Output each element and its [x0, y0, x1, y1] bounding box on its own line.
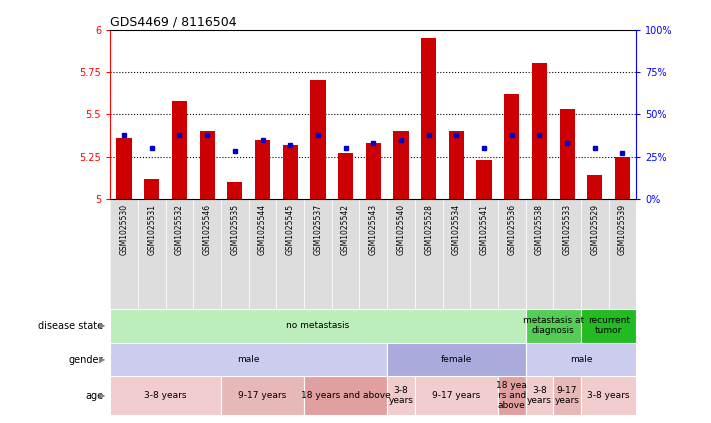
- Text: 3-8
years: 3-8 years: [388, 386, 413, 405]
- Bar: [387, 343, 525, 376]
- Bar: [415, 376, 498, 415]
- Bar: [581, 309, 636, 343]
- Bar: [338, 153, 353, 199]
- Text: GDS4469 / 8116504: GDS4469 / 8116504: [110, 16, 237, 28]
- Bar: [110, 376, 221, 415]
- Text: GSM1025535: GSM1025535: [230, 204, 240, 255]
- Text: age: age: [85, 390, 103, 401]
- Bar: [110, 343, 387, 376]
- Text: 18 yea
rs and
above: 18 yea rs and above: [496, 381, 527, 410]
- Bar: [393, 131, 409, 199]
- Text: GSM1025539: GSM1025539: [618, 204, 627, 255]
- Text: ▶: ▶: [100, 391, 106, 400]
- Bar: [228, 182, 242, 199]
- Bar: [193, 199, 221, 309]
- Bar: [504, 94, 519, 199]
- Text: 3-8 years: 3-8 years: [587, 391, 630, 400]
- Text: female: female: [441, 355, 472, 364]
- Text: GSM1025546: GSM1025546: [203, 204, 212, 255]
- Bar: [587, 175, 602, 199]
- Bar: [110, 199, 138, 309]
- Bar: [476, 160, 492, 199]
- Bar: [525, 309, 581, 343]
- Text: GSM1025545: GSM1025545: [286, 204, 294, 255]
- Bar: [532, 63, 547, 199]
- Bar: [449, 131, 464, 199]
- Text: GSM1025529: GSM1025529: [590, 204, 599, 255]
- Bar: [525, 376, 553, 415]
- Bar: [553, 199, 581, 309]
- Text: GSM1025533: GSM1025533: [562, 204, 572, 255]
- Bar: [110, 309, 525, 343]
- Bar: [310, 80, 326, 199]
- Text: GSM1025534: GSM1025534: [452, 204, 461, 255]
- Bar: [304, 376, 387, 415]
- Bar: [365, 143, 381, 199]
- Bar: [221, 376, 304, 415]
- Text: GSM1025543: GSM1025543: [369, 204, 378, 255]
- Bar: [525, 343, 636, 376]
- Text: 9-17 years: 9-17 years: [432, 391, 481, 400]
- Bar: [560, 109, 574, 199]
- Bar: [360, 199, 387, 309]
- Bar: [138, 199, 166, 309]
- Text: GSM1025540: GSM1025540: [397, 204, 405, 255]
- Text: metastasis at
diagnosis: metastasis at diagnosis: [523, 316, 584, 335]
- Text: gender: gender: [68, 354, 103, 365]
- Bar: [255, 140, 270, 199]
- Text: disease state: disease state: [38, 321, 103, 331]
- Bar: [200, 131, 215, 199]
- Bar: [277, 199, 304, 309]
- Bar: [387, 199, 415, 309]
- Text: GSM1025544: GSM1025544: [258, 204, 267, 255]
- Bar: [221, 199, 249, 309]
- Text: 9-17 years: 9-17 years: [238, 391, 287, 400]
- Text: GSM1025537: GSM1025537: [314, 204, 322, 255]
- Bar: [282, 145, 298, 199]
- Bar: [581, 199, 609, 309]
- Bar: [615, 157, 630, 199]
- Text: 18 years and above: 18 years and above: [301, 391, 390, 400]
- Text: 3-8 years: 3-8 years: [144, 391, 187, 400]
- Text: 3-8
years: 3-8 years: [527, 386, 552, 405]
- Text: GSM1025530: GSM1025530: [119, 204, 129, 255]
- Bar: [117, 138, 132, 199]
- Bar: [172, 101, 187, 199]
- Bar: [581, 376, 636, 415]
- Text: ▶: ▶: [100, 355, 106, 364]
- Bar: [498, 376, 525, 415]
- Text: male: male: [570, 355, 592, 364]
- Bar: [442, 199, 470, 309]
- Text: 9-17
years: 9-17 years: [555, 386, 579, 405]
- Bar: [525, 199, 553, 309]
- Bar: [332, 199, 360, 309]
- Text: no metastasis: no metastasis: [287, 321, 350, 330]
- Bar: [498, 199, 525, 309]
- Bar: [249, 199, 277, 309]
- Bar: [609, 199, 636, 309]
- Text: ▶: ▶: [100, 321, 106, 330]
- Text: GSM1025528: GSM1025528: [424, 204, 433, 255]
- Text: GSM1025536: GSM1025536: [507, 204, 516, 255]
- Text: male: male: [237, 355, 260, 364]
- Text: GSM1025541: GSM1025541: [479, 204, 488, 255]
- Bar: [166, 199, 193, 309]
- Text: GSM1025542: GSM1025542: [341, 204, 350, 255]
- Bar: [387, 376, 415, 415]
- Text: GSM1025531: GSM1025531: [147, 204, 156, 255]
- Text: recurrent
tumor: recurrent tumor: [588, 316, 630, 335]
- Bar: [470, 199, 498, 309]
- Bar: [415, 199, 442, 309]
- Text: GSM1025538: GSM1025538: [535, 204, 544, 255]
- Bar: [144, 179, 159, 199]
- Text: GSM1025532: GSM1025532: [175, 204, 184, 255]
- Bar: [304, 199, 332, 309]
- Bar: [553, 376, 581, 415]
- Bar: [421, 38, 437, 199]
